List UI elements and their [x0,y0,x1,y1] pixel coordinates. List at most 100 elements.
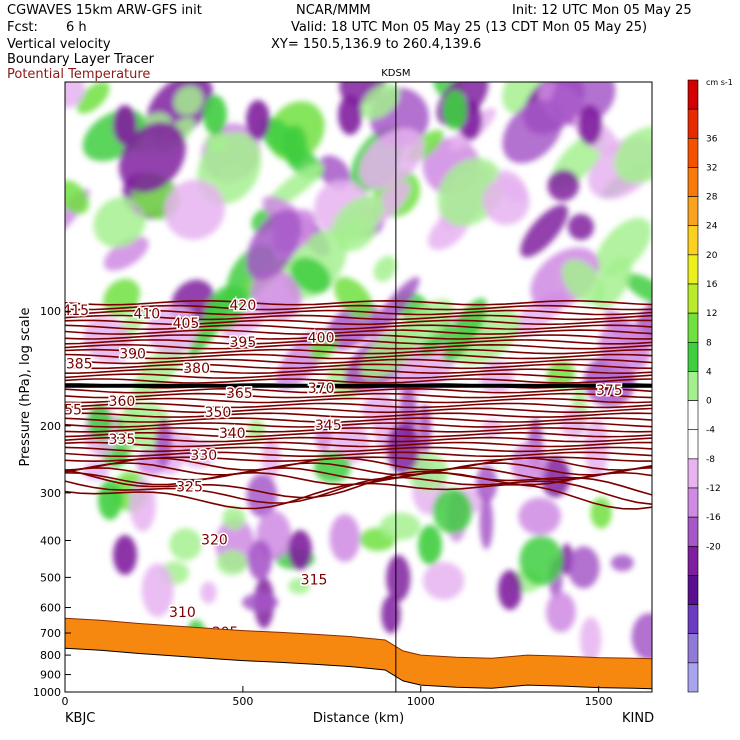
theta-label: 395 [230,335,257,351]
colorbar-label: -16 [706,513,721,523]
theta-contour [65,339,652,345]
colorbar-label: 28 [706,193,718,203]
colorbar-swatch [687,254,699,285]
velocity-blob [518,497,561,536]
y-tick-label: 200 [40,420,61,433]
velocity-blob [519,535,564,586]
theta-contour [65,427,652,433]
y-tick-label: 700 [40,627,61,640]
theta-contour [65,387,652,394]
velocity-blob [545,591,576,633]
theta-contour [65,304,652,311]
y-tick-label: 300 [40,487,61,500]
x-axis-label: Distance (km) [313,711,404,726]
theta-contour [65,422,652,428]
init-time: Init: 12 UTC Mon 05 May 25 [512,3,692,18]
theta-contour [65,368,652,375]
velocity-blob [246,209,302,281]
theta-contour [65,319,652,326]
theta-contour [65,407,652,414]
velocity-blob [169,528,202,561]
velocity-core [443,90,467,130]
colorbar-swatch [687,516,699,547]
velocity-blob [250,268,302,320]
center-name: NCAR/MMM [296,3,371,18]
colorbar-swatch [687,604,699,635]
theta-contour [65,358,652,365]
velocity-blob [540,456,571,498]
theta-label: 325 [176,479,203,495]
colorbar-label: 36 [706,134,718,144]
velocity-blob [610,554,634,572]
theta-contour [65,412,652,419]
velocity-blob [479,495,494,550]
theta-contour [65,334,652,340]
theta-contour [65,469,652,499]
velocity-blob [623,273,652,305]
tropopause-band [65,383,652,388]
theta-label: 355 [55,402,82,418]
field-vertical-velocity: Vertical velocity [7,37,111,52]
velocity-core [113,105,137,145]
theta-label: 370 [308,381,335,397]
velocity-blob [614,126,652,184]
velocity-blob [360,83,400,120]
velocity-core [283,125,307,165]
theta-contour [65,378,652,384]
velocity-blob [329,514,361,563]
y-axis-label: Pressure (hPa), log scale [18,308,33,467]
velocity-blob [174,86,203,116]
theta-label: 335 [109,432,136,448]
theta-label: 365 [226,386,253,402]
colorbar-swatch [687,167,699,197]
colorbar-swatch [687,371,699,401]
theta-contour [65,299,652,306]
velocity-core [248,540,272,580]
theta-contour [65,431,652,438]
colorbar-swatch [687,429,699,460]
plot-frame [64,81,653,693]
theta-contour [65,482,652,510]
colorbar-label: 16 [706,280,718,290]
colorbar-swatch [687,662,699,693]
model-name: CGWAVES 15km ARW-GFS init [7,3,202,18]
velocity-blob [333,277,373,319]
colorbar-label: 8 [706,338,712,348]
colorbar-swatch [687,458,699,489]
velocity-blob [164,179,225,240]
velocity-core [498,570,522,610]
velocity-blob [386,554,411,602]
colorbar-unit: cm s-1 [706,78,733,87]
velocity-blob [418,403,432,456]
velocity-blob [422,562,465,600]
theta-label: 390 [119,347,146,363]
theta-label: 375 [596,383,623,399]
colorbar-label: 0 [706,397,712,407]
theta-label: 405 [173,316,200,332]
velocity-blob [567,213,594,241]
colorbar-label: 32 [706,163,717,173]
theta-contour [65,348,652,355]
velocity-blob [76,82,110,114]
velocity-blob [580,616,602,663]
theta-contour [65,363,652,370]
colorbar-swatch [687,487,699,518]
velocity-blob [241,593,279,612]
theta-contour [65,329,652,335]
ground-surface [65,647,652,692]
velocity-blob [432,488,473,534]
colorbar-label: -4 [706,426,715,436]
velocity-blob [561,259,605,305]
velocity-blob [631,612,652,661]
theta-contour [65,441,652,448]
theta-contour [65,397,652,404]
velocity-core [246,100,270,140]
colorbar-label: 4 [706,367,712,377]
velocity-blob [481,419,503,437]
velocity-blob [373,255,397,282]
theta-label: 420 [230,298,257,314]
field-boundary-layer-tracer: Boundary Layer Tracer [7,52,154,67]
colorbar-swatch [687,137,699,168]
colorbar-label: -8 [706,455,715,465]
